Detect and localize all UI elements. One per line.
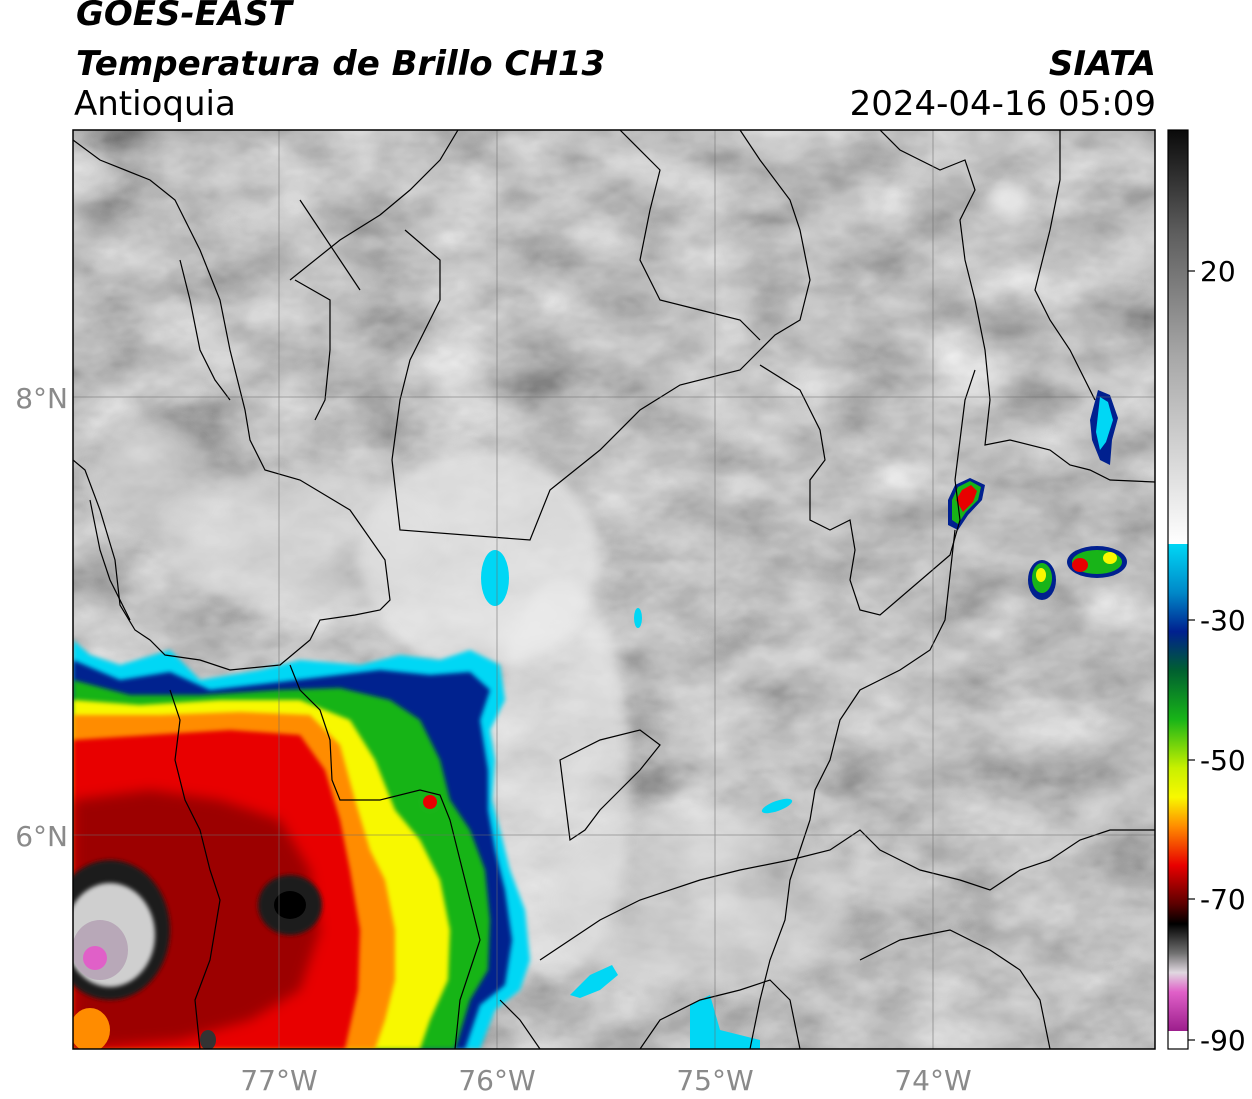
colorbar-tick-label: -70 xyxy=(1200,883,1246,916)
lon-tick-label: 75°W xyxy=(676,1064,753,1097)
lat-tick-label: 6°N xyxy=(15,820,68,853)
graticule xyxy=(73,130,1155,1049)
colorbar-tick-label: -30 xyxy=(1200,604,1246,637)
lon-tick-label: 76°W xyxy=(458,1064,535,1097)
satellite-title: GOES-EAST xyxy=(76,0,292,34)
map-frame xyxy=(72,129,1156,1050)
lon-tick-label: 74°W xyxy=(894,1064,971,1097)
convective-cells-east xyxy=(481,390,1127,1049)
product-title: Temperatura de Brillo CH13 xyxy=(76,44,606,84)
axis-labels: 77°W 76°W 75°W 74°W 8°N 6°N xyxy=(15,382,971,1097)
region-label: Antioquia xyxy=(74,84,236,124)
colorbar-warm-segment xyxy=(1168,130,1188,544)
convective-system-southwest xyxy=(73,640,530,1049)
colorbar-tick-label: -50 xyxy=(1200,744,1246,777)
colorbar-tick-label: 20 xyxy=(1200,255,1236,288)
lat-tick-label: 8°N xyxy=(15,382,68,415)
colorbar-under-swatch xyxy=(1168,1031,1188,1049)
colorbar-cold-segment xyxy=(1168,544,1188,1031)
lon-tick-label: 77°W xyxy=(240,1064,317,1097)
colorbar-frame xyxy=(1167,129,1189,1050)
agency-label: SIATA xyxy=(1048,44,1156,84)
colorbar-labels: 20 -30 -50 -70 -90 xyxy=(1200,255,1246,1057)
datetime-label: 2024-04-16 05:09 xyxy=(849,84,1156,124)
colorbar-ticks xyxy=(1188,270,1195,1041)
boundaries xyxy=(73,130,1155,1049)
colorbar-tick-label: -90 xyxy=(1200,1024,1246,1057)
bright-cloud-areas xyxy=(90,182,1030,990)
